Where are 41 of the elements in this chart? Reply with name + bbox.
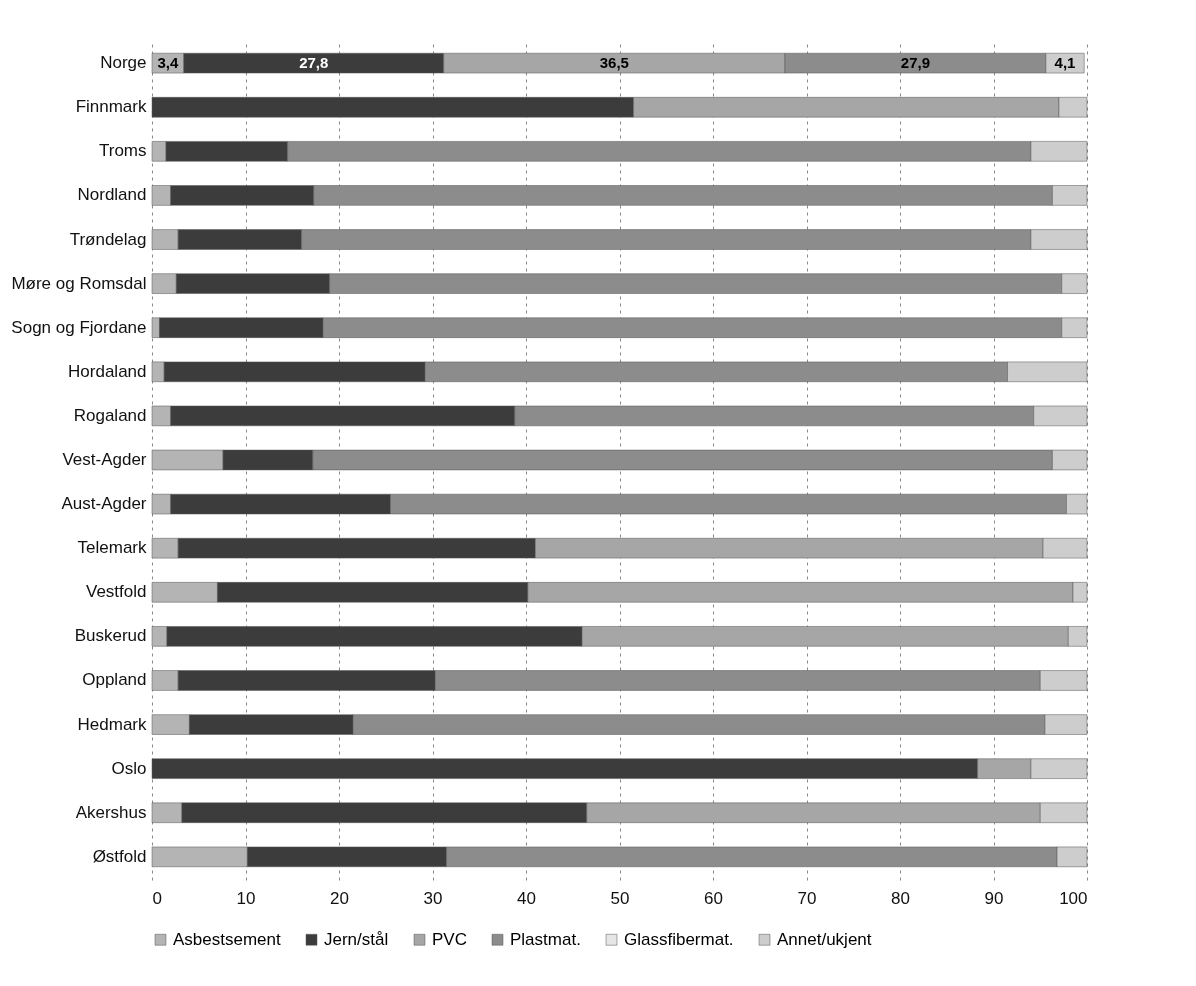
data-label: 27,9: [900, 54, 931, 72]
y-tick-label: Telemark: [77, 538, 147, 558]
y-tick-label: Oppland: [82, 670, 147, 690]
y-tick-label: Hordaland: [68, 361, 147, 381]
y-tick-label: Vest-Agder: [62, 450, 147, 469]
legend-label: PVC: [432, 929, 467, 949]
y-tick-label: Aust-Agder: [61, 494, 147, 514]
x-tick-label: 20: [330, 888, 349, 908]
y-tick-label: Nordland: [77, 185, 147, 205]
x-tick-label: 10: [236, 888, 256, 908]
y-tick-label: Norge: [100, 53, 147, 73]
y-tick-label: Vestfold: [86, 582, 147, 602]
data-label: 36,5: [599, 54, 629, 72]
y-tick-label: Finnmark: [75, 97, 147, 117]
data-label: 4,1: [1054, 54, 1076, 72]
y-tick-label: Møre og Romsdal: [11, 273, 147, 293]
y-tick-label: Sogn og Fjordane: [11, 317, 147, 337]
y-tick-label: Hedmark: [77, 714, 147, 734]
y-tick-label: Trøndelag: [69, 229, 147, 249]
legend-label: Annet/ukjent: [777, 929, 872, 949]
x-tick-label: 30: [423, 888, 443, 908]
y-tick-label: Rogaland: [73, 405, 147, 425]
x-tick-label: 60: [704, 888, 723, 908]
y-tick-label: Buskerud: [74, 626, 147, 646]
data-label: 27,8: [299, 54, 329, 72]
y-tick-label: Østfold: [92, 846, 147, 866]
x-tick-label: 50: [610, 888, 630, 908]
x-tick-label: 90: [984, 888, 1004, 908]
y-tick-label: Troms: [98, 141, 147, 161]
legend-label: Plastmat.: [510, 929, 581, 949]
data-label: 3,4: [157, 54, 179, 72]
x-tick-label: 70: [797, 888, 817, 908]
y-tick-label: Oslo: [111, 758, 147, 778]
legend-label: Asbestsement: [173, 929, 281, 949]
x-tick-label: 40: [517, 888, 536, 908]
x-tick-label: 80: [891, 888, 910, 908]
legend-label: Jern/stål: [324, 929, 389, 949]
legend-label: Glassfibermat.: [624, 929, 734, 949]
y-tick-label: Akershus: [75, 802, 147, 822]
x-tick-label: 0: [152, 888, 162, 908]
x-tick-label: 100: [1059, 888, 1088, 908]
